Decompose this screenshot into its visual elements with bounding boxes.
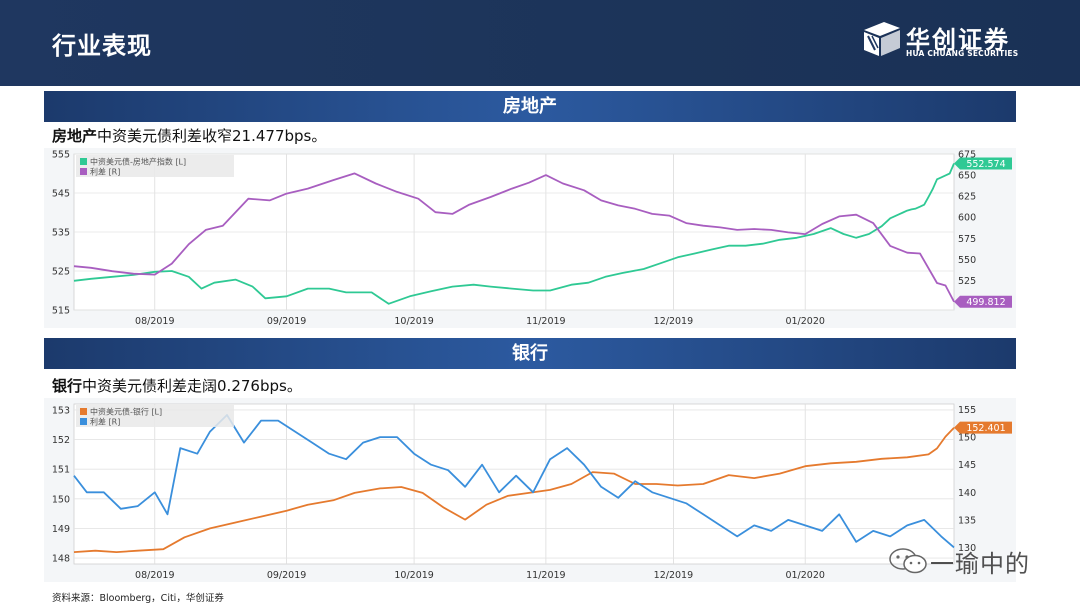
legend-background — [76, 155, 234, 177]
series-line-1 — [73, 172, 955, 303]
series-line-0 — [73, 427, 955, 554]
legend-swatch — [80, 408, 87, 415]
x-tick-label: 12/2019 — [654, 316, 693, 327]
y-right-tick-label: 675 — [958, 150, 976, 161]
legend-swatch — [80, 418, 87, 425]
logo-cube-icon — [864, 22, 900, 56]
legend-swatch — [80, 168, 87, 175]
subtitle-real-estate-text: 中资美元债利差收窄21.477bps。 — [97, 127, 327, 145]
series-end-label-bg — [954, 421, 1012, 434]
y-right-tick-label: 575 — [958, 234, 976, 245]
y-left-tick-label: 148 — [52, 554, 70, 565]
y-left-tick-label: 525 — [52, 267, 70, 278]
y-right-tick-label: 155 — [958, 405, 976, 416]
wechat-watermark: 一瑜中的 — [888, 544, 1058, 578]
y-left-tick-label: 149 — [52, 524, 70, 535]
plot-area — [73, 403, 955, 565]
subtitle-banks-bold: 银行 — [52, 377, 83, 395]
y-right-tick-label: 135 — [958, 515, 976, 526]
x-tick-label: 09/2019 — [267, 316, 306, 327]
y-left-tick-label: 515 — [52, 306, 70, 317]
y-right-tick-label: 650 — [958, 171, 976, 182]
series-line-1 — [73, 414, 955, 549]
series-line-0 — [73, 163, 955, 305]
y-right-tick-label: 525 — [958, 276, 976, 287]
chart-real-estate: 08/2019 09/2019 10/2019 11/2019 12/2019 01/20… — [44, 148, 1016, 328]
x-tick-label: 01/2020 — [785, 570, 824, 581]
x-tick-label: 12/2019 — [654, 570, 693, 581]
y-right-tick-label: 550 — [958, 255, 976, 266]
source-note: 资料来源：Bloomberg，Citi，华创证券 — [52, 593, 224, 604]
section-bar-banks: 银行 — [44, 338, 1016, 369]
subtitle-real-estate-bold: 房地产 — [52, 127, 98, 145]
page-title: 行业表现 — [52, 32, 152, 60]
y-right-tick-label: 150 — [958, 433, 976, 444]
y-right-tick-label: 130 — [958, 543, 976, 554]
y-left-tick-label: 152 — [52, 435, 70, 446]
logo-text-cn: 华创证券 — [906, 26, 1010, 54]
legend-swatch — [80, 158, 87, 165]
legend-background — [76, 405, 234, 427]
chart-legend: 中资美元债-房地产指数 [L]利差 [R] — [76, 155, 234, 177]
section-bar-real-estate: 房地产 — [44, 91, 1016, 122]
subtitle-real-estate: 房地产中资美元债利差收窄21.477bps。 — [52, 125, 326, 146]
legend-label: 中资美元债-房地产指数 [L] — [90, 157, 186, 167]
series-end-label: 152.401 — [966, 423, 1005, 434]
chart-banks-svg: 08/2019 09/2019 10/2019 11/2019 12/2019 01/20… — [44, 398, 1016, 582]
legend-label: 利差 [R] — [90, 417, 120, 427]
y-right-tick-label: 145 — [958, 460, 976, 471]
x-tick-label: 08/2019 — [135, 570, 174, 581]
subtitle-banks: 银行中资美元债利差走阔0.276bps。 — [52, 375, 302, 396]
x-tick-label: 10/2019 — [394, 570, 433, 581]
company-logo: 华创证券 HUA CHUANG SECURITIES — [862, 20, 1022, 62]
y-right-tick-label: 600 — [958, 213, 976, 224]
x-tick-label: 01/2020 — [785, 316, 824, 327]
series-end-label: 499.812 — [966, 297, 1005, 308]
x-tick-label: 10/2019 — [394, 316, 433, 327]
y-left-tick-label: 150 — [52, 494, 70, 505]
x-tick-label: 11/2019 — [526, 316, 565, 327]
series-end-label: 552.574 — [966, 159, 1005, 170]
x-tick-label: 09/2019 — [267, 570, 306, 581]
y-left-tick-label: 535 — [52, 228, 70, 239]
subtitle-banks-text: 中资美元债利差走阔0.276bps。 — [82, 377, 302, 395]
logo-text-en: HUA CHUANG SECURITIES — [906, 49, 1019, 58]
x-tick-label: 11/2019 — [526, 570, 565, 581]
series-end-label-bg — [954, 295, 1012, 308]
wechat-icon — [889, 548, 927, 574]
chart-legend: 中资美元债-银行 [L]利差 [R] — [76, 405, 234, 427]
y-left-tick-label: 151 — [52, 465, 70, 476]
chart-banks: 08/2019 09/2019 10/2019 11/2019 12/2019 01/20… — [44, 398, 1016, 582]
header-bar: 行业表现 华创证券 HUA CHUANG SECURITIES — [0, 0, 1080, 86]
x-tick-label: 08/2019 — [135, 316, 174, 327]
chart-real-estate-svg: 08/2019 09/2019 10/2019 11/2019 12/2019 01/20… — [44, 148, 1016, 328]
y-right-tick-label: 140 — [958, 488, 976, 499]
y-right-tick-label: 625 — [958, 192, 976, 203]
watermark-text: 一瑜中的 — [930, 550, 1030, 578]
legend-label: 利差 [R] — [90, 167, 120, 177]
legend-label: 中资美元债-银行 [L] — [90, 407, 162, 417]
y-left-tick-label: 153 — [52, 405, 70, 416]
y-left-tick-label: 555 — [52, 150, 70, 161]
series-end-label-bg — [954, 157, 1012, 170]
y-left-tick-label: 545 — [52, 189, 70, 200]
